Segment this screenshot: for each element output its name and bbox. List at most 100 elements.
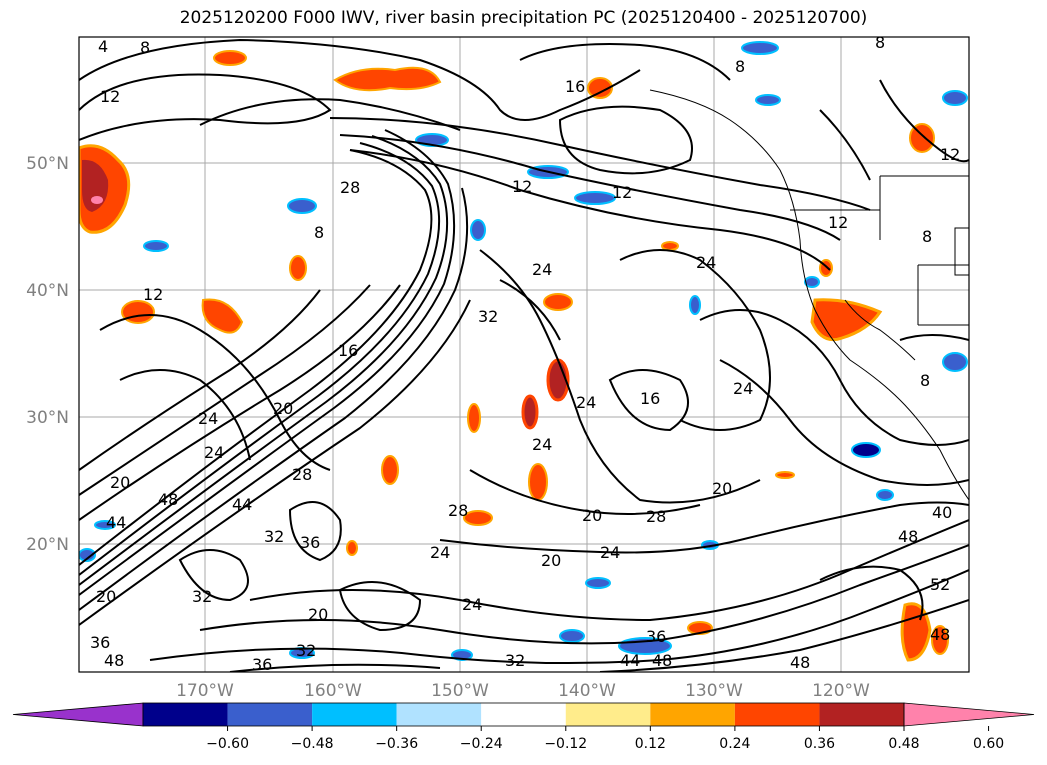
contour-label: 12 xyxy=(100,87,120,106)
colorbar-tick-label: 0.12 xyxy=(635,736,666,752)
contour-label: 20 xyxy=(308,605,328,624)
contour-label: 44 xyxy=(106,513,126,532)
contour-label: 20 xyxy=(582,506,602,525)
lon-label: 160°W xyxy=(304,681,362,701)
colorbar: −0.60 −0.48 −0.36 −0.24 −0.12 0.12 0.24 0.36 0.4… xyxy=(12,702,1035,752)
colorbar-tick-label: −0.48 xyxy=(291,736,334,752)
colorbar-tick-label: 0.60 xyxy=(973,736,1004,752)
colorbar-segment xyxy=(565,703,651,726)
latitude-labels: 50°N 40°N 30°N 20°N xyxy=(26,154,69,555)
contour-label: 24 xyxy=(600,543,620,562)
contour-labels: 4 8 12 16 8 8 12 12 12 12 8 28 8 12 24 2… xyxy=(90,33,960,674)
contour-label: 36 xyxy=(90,633,110,652)
contour-label: 48 xyxy=(104,651,124,670)
lon-label: 140°W xyxy=(558,681,616,701)
contour-label: 12 xyxy=(512,177,532,196)
lat-label: 50°N xyxy=(26,154,69,174)
colorbar-segment xyxy=(650,703,735,726)
map-area xyxy=(79,37,969,672)
iwv-contours xyxy=(79,38,969,672)
lon-label: 130°W xyxy=(685,681,743,701)
contour-label: 24 xyxy=(696,253,716,272)
contour-label: 12 xyxy=(143,285,163,304)
contour-label: 20 xyxy=(541,551,561,570)
contour-label: 24 xyxy=(576,393,596,412)
contour-label: 24 xyxy=(204,443,224,462)
colorbar-outline xyxy=(142,702,905,727)
colorbar-tick-label: −0.24 xyxy=(460,736,503,752)
colorbar-tick-label: 0.36 xyxy=(804,736,835,752)
chart-title: 2025120200 F000 IWV, river basin precipi… xyxy=(179,8,868,28)
contour-label: 12 xyxy=(940,145,960,164)
lat-label: 20°N xyxy=(26,535,69,555)
contour-label: 28 xyxy=(340,178,360,197)
contour-label: 40 xyxy=(932,503,952,522)
contour-label: 32 xyxy=(478,307,498,326)
contour-label: 20 xyxy=(712,479,732,498)
colorbar-segment xyxy=(312,703,397,726)
lon-label: 170°W xyxy=(176,681,234,701)
contour-label: 28 xyxy=(646,507,666,526)
colorbar-tick-label: 0.24 xyxy=(719,736,750,752)
contour-label: 48 xyxy=(158,490,178,509)
colorbar-segment xyxy=(143,703,228,726)
contour-label: 20 xyxy=(96,587,116,606)
gridlines xyxy=(79,37,969,672)
contour-label: 16 xyxy=(565,77,585,96)
contour-label: 12 xyxy=(828,213,848,232)
contour-label: 48 xyxy=(898,527,918,546)
contour-label: 36 xyxy=(252,655,272,674)
contour-label: 16 xyxy=(338,341,358,360)
contour-label: 32 xyxy=(192,587,212,606)
colorbar-tick-label: −0.12 xyxy=(544,736,587,752)
contour-label: 48 xyxy=(930,625,950,644)
contour-label: 24 xyxy=(733,379,753,398)
coastlines xyxy=(649,89,969,501)
colorbar-tick-label: −0.36 xyxy=(375,736,418,752)
contour-label: 32 xyxy=(296,641,316,660)
precip-negative-patches xyxy=(79,41,968,661)
contour-label: 4 xyxy=(98,37,108,56)
contour-label: 52 xyxy=(930,575,950,594)
map-border xyxy=(78,36,970,673)
colorbar-segment xyxy=(819,703,904,726)
colorbar-extend-high xyxy=(903,702,1035,727)
contour-label: 36 xyxy=(300,533,320,552)
lat-label: 40°N xyxy=(26,281,69,301)
colorbar-extend-low xyxy=(12,702,144,727)
contour-label: 24 xyxy=(430,543,450,562)
contour-label: 24 xyxy=(198,409,218,428)
lon-label: 120°W xyxy=(812,681,870,701)
contour-label: 20 xyxy=(273,399,293,418)
contour-label: 20 xyxy=(110,473,130,492)
colorbar-segment xyxy=(481,703,566,726)
contour-label: 24 xyxy=(532,435,552,454)
colorbar-segment xyxy=(396,703,482,726)
contour-label: 48 xyxy=(790,653,810,672)
longitude-labels: 170°W 160°W 150°W 140°W 130°W 120°W xyxy=(176,681,870,701)
contour-label: 8 xyxy=(140,38,150,57)
contour-label: 44 xyxy=(232,495,252,514)
contour-label: 28 xyxy=(448,501,468,520)
contour-label: 32 xyxy=(264,527,284,546)
contour-label: 24 xyxy=(532,260,552,279)
lon-label: 150°W xyxy=(431,681,489,701)
contour-label: 28 xyxy=(292,465,312,484)
contour-label: 8 xyxy=(875,33,885,52)
colorbar-segment xyxy=(227,703,313,726)
contour-label: 8 xyxy=(735,57,745,76)
contour-label: 8 xyxy=(920,371,930,390)
contour-label: 12 xyxy=(612,183,632,202)
colorbar-segment xyxy=(734,703,820,726)
lat-label: 30°N xyxy=(26,408,69,428)
contour-label: 16 xyxy=(640,389,660,408)
contour-label: 48 xyxy=(652,651,672,670)
contour-label: 24 xyxy=(462,595,482,614)
contour-label: 8 xyxy=(922,227,932,246)
colorbar-tick-label: −0.60 xyxy=(206,736,249,752)
contour-label: 32 xyxy=(505,651,525,670)
contour-label: 44 xyxy=(620,651,640,670)
colorbar-tick-label: 0.48 xyxy=(888,736,919,752)
contour-label: 8 xyxy=(314,223,324,242)
